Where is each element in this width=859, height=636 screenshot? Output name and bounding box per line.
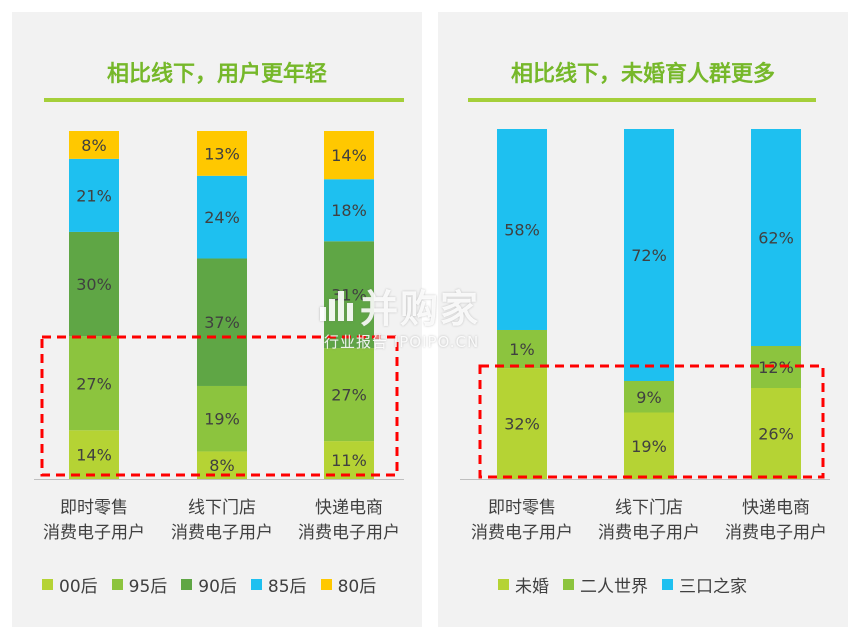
bar-segment — [624, 129, 674, 381]
category-label: 线下门店 — [615, 498, 683, 518]
legend-item: 三口之家 — [662, 572, 747, 597]
legend-swatch — [320, 579, 332, 590]
bar-segment — [324, 441, 374, 479]
bar-segment — [324, 348, 374, 442]
data-label: 12% — [758, 358, 794, 377]
data-label: 30% — [76, 275, 112, 294]
data-label: 18% — [331, 201, 367, 220]
bar-segment — [197, 258, 247, 386]
bar-segment — [69, 430, 119, 479]
bar-segment — [69, 231, 119, 337]
data-label: 11% — [331, 451, 367, 470]
legend-item: 二人世界 — [563, 572, 648, 597]
data-label: 37% — [204, 313, 240, 332]
right-title-underline — [468, 98, 816, 102]
legend-label: 未婚 — [515, 577, 549, 597]
category-label: 消费电子用户 — [598, 523, 700, 543]
data-label: 24% — [204, 208, 240, 227]
category-label: 即时零售 — [488, 498, 556, 518]
legend-label: 二人世界 — [580, 577, 648, 597]
bar-segment — [497, 329, 547, 369]
data-label: 27% — [331, 386, 367, 405]
marital-legend: 未婚 二人世界 三口之家 — [498, 572, 747, 597]
legend-swatch — [498, 579, 509, 590]
category-label: 消费电子用户 — [725, 523, 827, 543]
data-label: 31% — [331, 286, 367, 305]
bar-segment — [497, 129, 547, 330]
bar-segment — [751, 388, 801, 479]
bar-segment — [197, 131, 247, 176]
bar-segment — [324, 241, 374, 349]
data-label: 19% — [631, 437, 667, 456]
legend-item: 90后 — [181, 572, 237, 597]
category-label: 快递电商 — [315, 498, 383, 518]
bar-segment — [69, 131, 119, 159]
legend-label: 95后 — [128, 577, 168, 597]
bar-segment — [69, 158, 119, 232]
data-label: 19% — [204, 410, 240, 429]
age-legend: 00后 95后 90后 85后 80后 — [42, 572, 376, 597]
legend-swatch — [42, 579, 53, 590]
legend-item: 未婚 — [498, 572, 549, 597]
legend-swatch — [250, 579, 262, 590]
legend-label: 三口之家 — [679, 577, 747, 597]
bar-segment — [751, 346, 801, 388]
bar-segment — [624, 412, 674, 479]
bar-segment — [69, 336, 119, 431]
legend-label: 85后 — [267, 577, 307, 597]
highlight-box — [478, 364, 825, 479]
category-label: 即时零售 — [60, 498, 128, 518]
legend-label: 90后 — [198, 577, 237, 597]
data-label: 14% — [331, 146, 367, 165]
legend-item: 95后 — [111, 572, 168, 597]
category-label: 消费电子用户 — [471, 523, 573, 543]
data-label: 21% — [76, 186, 112, 205]
right-chart-panel: 相比线下，未婚育人群更多 32% 1% 58% 即时零售消费电子用户 19% 9% 72% 线… — [438, 12, 848, 627]
bar-segment — [197, 385, 247, 452]
right-chart-title: 相比线下，未婚育人群更多 — [510, 62, 775, 87]
bar-segment — [624, 381, 674, 413]
category-label: 消费电子用户 — [298, 523, 400, 543]
legend-item: 80后 — [320, 572, 377, 597]
highlight-box — [40, 335, 399, 477]
left-chart-title: 相比线下，用户更年轻 — [106, 62, 327, 87]
category-label: 快递电商 — [742, 498, 810, 518]
legend-item: 85后 — [250, 572, 307, 597]
legend-swatch — [563, 579, 574, 590]
data-label: 72% — [631, 246, 667, 265]
legend-label: 00后 — [59, 577, 98, 597]
bar-segment — [324, 131, 374, 180]
legend-swatch — [181, 579, 193, 590]
data-label: 32% — [504, 415, 540, 434]
data-label: 62% — [758, 229, 794, 248]
category-label: 消费电子用户 — [171, 523, 273, 543]
legend-label: 80后 — [337, 577, 377, 597]
data-label: 26% — [758, 425, 794, 444]
data-label: 1% — [509, 340, 534, 359]
data-label: 27% — [76, 374, 112, 393]
bar-segment — [324, 179, 374, 242]
data-label: 58% — [504, 220, 540, 239]
legend-swatch — [111, 579, 123, 590]
data-label: 9% — [636, 388, 661, 407]
category-label: 消费电子用户 — [43, 523, 145, 543]
data-label: 8% — [209, 456, 234, 475]
data-label: 13% — [204, 144, 240, 163]
legend-swatch — [662, 579, 673, 590]
bar-segment — [197, 175, 247, 259]
left-chart-panel: 相比线下，用户更年轻 14% 27% 30% 21% 8% 即时零售消费电子用户 8% 19%… — [12, 12, 422, 627]
left-title-underline — [44, 98, 404, 102]
data-label: 8% — [81, 136, 106, 155]
bar-segment — [751, 129, 801, 346]
legend-item: 00后 — [42, 572, 98, 597]
category-label: 线下门店 — [188, 498, 256, 518]
data-label: 14% — [76, 446, 112, 465]
bar-segment — [497, 368, 547, 479]
